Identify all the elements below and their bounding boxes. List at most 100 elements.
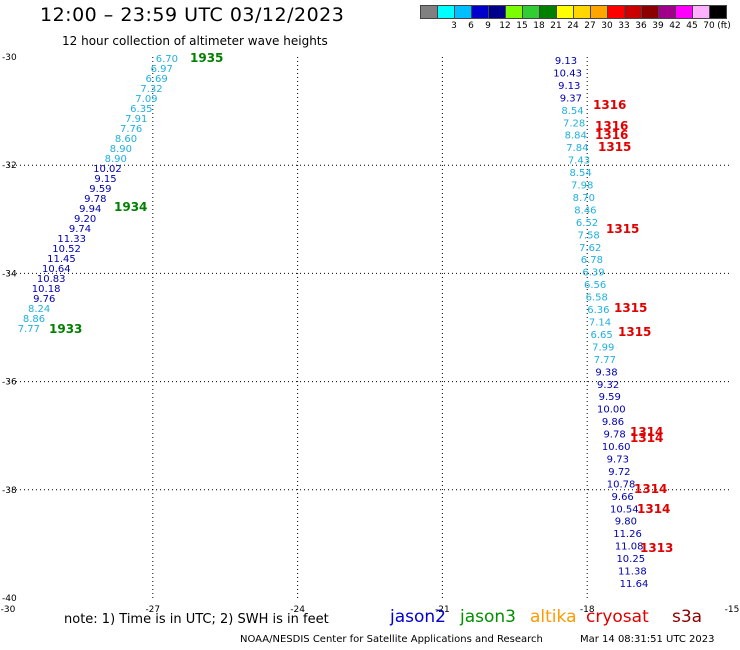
pass-time-label: 1314 bbox=[637, 502, 670, 516]
pass-time-label: 1315 bbox=[606, 222, 639, 236]
swh-value: 6.58 bbox=[586, 293, 608, 304]
pass-time-label: 1934 bbox=[114, 200, 147, 214]
colorbar-tick-label: 12 bbox=[499, 21, 511, 31]
swh-value: 10.60 bbox=[602, 442, 631, 453]
pass-time-label: 1935 bbox=[190, 51, 223, 65]
swh-value: 6.97 bbox=[151, 64, 173, 75]
swh-value: 9.59 bbox=[599, 392, 621, 403]
swh-value: 7.99 bbox=[592, 342, 614, 353]
swh-value: 9.13 bbox=[558, 81, 580, 92]
x-tick-label: -24 bbox=[290, 605, 305, 615]
page-title: 12:00 – 23:59 UTC 03/12/2023 bbox=[40, 4, 345, 26]
swh-value: 10.00 bbox=[597, 405, 626, 416]
swh-value: 7.84 bbox=[566, 143, 588, 154]
swh-value: 7.09 bbox=[135, 94, 157, 105]
swh-value: 9.76 bbox=[33, 294, 55, 305]
satellite-s3a: s3a bbox=[672, 607, 703, 627]
swh-value: 10.43 bbox=[553, 68, 582, 79]
swh-value: 8.90 bbox=[105, 154, 127, 165]
swh-value: 11.26 bbox=[613, 529, 642, 540]
swh-value: 7.58 bbox=[578, 230, 600, 241]
swh-value: 10.78 bbox=[607, 479, 636, 490]
pass-time-label: 1316 bbox=[593, 98, 626, 112]
swh-value: 9.72 bbox=[608, 467, 630, 478]
swh-value: 6.65 bbox=[590, 330, 612, 341]
swh-value: 6.69 bbox=[146, 74, 168, 85]
swh-value: 7.76 bbox=[120, 124, 142, 135]
swh-value: 8.60 bbox=[115, 134, 137, 145]
swh-value: 9.37 bbox=[560, 93, 582, 104]
colorbar-tick-label: 42 bbox=[669, 21, 681, 31]
x-tick-label: -27 bbox=[145, 605, 160, 615]
footnote: note: 1) Time is in UTC; 2) SWH is in fe… bbox=[64, 612, 329, 627]
colorbar-tick-label: 21 bbox=[550, 21, 562, 31]
x-tick-label: -21 bbox=[435, 605, 450, 615]
y-tick-label: -32 bbox=[2, 161, 17, 171]
swh-value: 11.45 bbox=[47, 254, 76, 265]
swh-value: 10.25 bbox=[616, 554, 645, 565]
pass-time-label: 1315 bbox=[618, 325, 651, 339]
page-subtitle: 12 hour collection of altimeter wave hei… bbox=[62, 34, 328, 48]
colorbar-tick-label: 30 bbox=[601, 21, 613, 31]
y-tick-label: -40 bbox=[2, 594, 17, 604]
swh-value: 11.64 bbox=[620, 579, 649, 590]
x-tick-label: -30 bbox=[1, 605, 16, 615]
swh-value: 9.80 bbox=[615, 517, 637, 528]
swh-value: 7.98 bbox=[571, 181, 593, 192]
swh-value: 8.84 bbox=[565, 131, 587, 142]
credit-line: NOAA/NESDIS Center for Satellite Applica… bbox=[240, 634, 543, 645]
swh-value: 10.18 bbox=[32, 284, 61, 295]
swh-value: 8.90 bbox=[110, 144, 132, 155]
colorbar-tick-label: 15 bbox=[516, 21, 528, 31]
swh-value: 6.36 bbox=[587, 305, 609, 316]
swh-value: 8.86 bbox=[23, 314, 45, 325]
pass-time-label: 1315 bbox=[614, 301, 647, 315]
colorbar-tick-label: 33 bbox=[618, 21, 630, 31]
swh-value: 9.38 bbox=[595, 367, 617, 378]
swh-value: 7.32 bbox=[140, 84, 162, 95]
colorbar-tick-label: 36 bbox=[635, 21, 647, 31]
swh-value: 8.54 bbox=[569, 168, 591, 179]
swh-value: 7.14 bbox=[589, 318, 611, 329]
swh-value: 9.86 bbox=[602, 417, 624, 428]
generated-timestamp: Mar 14 08:31:51 UTC 2023 bbox=[580, 634, 715, 645]
satellite-cryosat: cryosat bbox=[586, 607, 649, 627]
axis-ticks: -30 -27 -24 -21 -18 -15 -30 -32 -34 -36 -38 -40 bbox=[1, 53, 740, 615]
x-tick-label: -18 bbox=[580, 605, 595, 615]
swh-value: 7.28 bbox=[563, 118, 585, 129]
swh-value: 8.54 bbox=[561, 106, 583, 117]
swh-value: 9.59 bbox=[89, 184, 111, 195]
swh-value: 6.52 bbox=[576, 218, 598, 229]
colorbar-tick-label: 24 bbox=[567, 21, 579, 31]
swh-value: 10.64 bbox=[42, 264, 71, 275]
swh-value: 10.83 bbox=[37, 274, 66, 285]
swh-value: 8.46 bbox=[574, 205, 596, 216]
swh-value: 9.73 bbox=[607, 454, 629, 465]
swh-value: 9.32 bbox=[597, 380, 619, 391]
swh-value: 9.20 bbox=[74, 214, 96, 225]
swh-value: 9.94 bbox=[79, 204, 101, 215]
y-tick-label: -34 bbox=[2, 269, 17, 279]
satellite-altika: altika bbox=[530, 607, 577, 627]
swh-value: 7.62 bbox=[579, 243, 601, 254]
swh-value: 6.39 bbox=[582, 268, 604, 279]
swh-value: 7.43 bbox=[568, 156, 590, 167]
map-grid bbox=[8, 57, 732, 598]
swh-value: 10.52 bbox=[52, 244, 81, 255]
colorbar-unit: (ft) bbox=[717, 21, 731, 31]
swh-value: 9.74 bbox=[69, 224, 91, 235]
pass-time-label: 1315 bbox=[598, 140, 631, 154]
y-tick-label: -30 bbox=[2, 53, 17, 63]
track-west: 6.706.976.697.327.096.357.917.768.608.90… bbox=[18, 51, 224, 336]
swh-value: 10.54 bbox=[610, 504, 639, 515]
pass-time-label: 1314 bbox=[630, 425, 663, 439]
colorbar-tick-label: 18 bbox=[533, 21, 545, 31]
swh-value: 9.78 bbox=[603, 430, 625, 441]
pass-time-label: 1316 bbox=[595, 119, 628, 133]
swh-value: 8.24 bbox=[28, 304, 50, 315]
swh-value: 6.35 bbox=[130, 104, 152, 115]
satellite-jason3: jason3 bbox=[460, 607, 516, 627]
swh-value: 6.78 bbox=[581, 255, 603, 266]
pass-time-label: 1314 bbox=[630, 431, 663, 445]
